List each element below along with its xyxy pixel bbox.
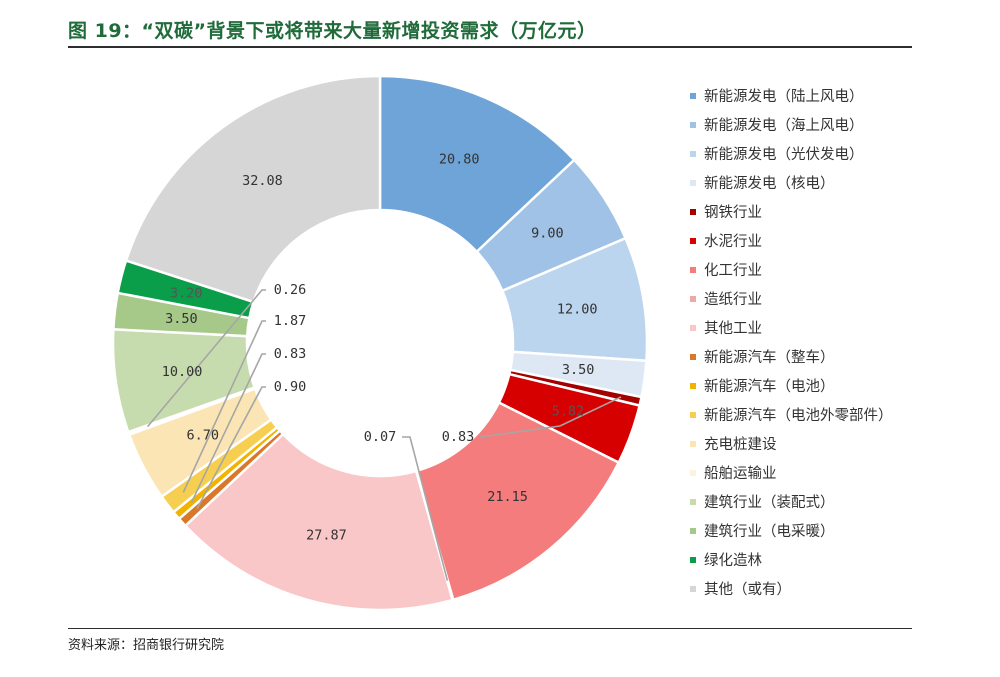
data-label-12: 6.70 <box>186 428 219 444</box>
leader-line-13 <box>146 289 266 428</box>
data-label-0: 20.80 <box>439 151 480 167</box>
legend-label-9: 新能源汽车（整车） <box>704 350 835 366</box>
leader-line-9 <box>196 386 266 510</box>
legend-label-12: 充电桩建设 <box>704 437 777 453</box>
legend-label-4: 钢铁行业 <box>704 205 762 221</box>
legend-label-14: 建筑行业（装配式） <box>704 495 835 511</box>
legend-swatch-16 <box>690 557 696 563</box>
legend-label-10: 新能源汽车（电池） <box>704 379 835 395</box>
legend-label-8: 其他工业 <box>704 321 762 337</box>
data-label-9: 0.90 <box>274 379 307 395</box>
legend-label-1: 新能源发电（海上风电） <box>704 118 864 134</box>
data-label-15: 3.50 <box>165 311 198 327</box>
data-label-17: 32.08 <box>242 173 283 189</box>
legend-item-3: 新能源发电（核电） <box>690 171 893 200</box>
legend-item-6: 化工行业 <box>690 258 893 287</box>
legend-label-16: 绿化造林 <box>704 553 762 569</box>
legend-label-11: 新能源汽车（电池外零部件） <box>704 408 893 424</box>
legend-swatch-12 <box>690 441 696 447</box>
leader-line-7 <box>402 436 449 581</box>
title-rule <box>68 46 912 48</box>
legend-swatch-0 <box>690 93 696 99</box>
legend-label-13: 船舶运输业 <box>704 466 777 482</box>
data-label-11: 1.87 <box>274 313 307 329</box>
legend-label-17: 其他（或有） <box>704 582 791 598</box>
slice-8 <box>183 432 455 612</box>
legend-swatch-3 <box>690 180 696 186</box>
data-label-2: 12.00 <box>557 302 598 318</box>
source-rule <box>68 628 912 629</box>
legend-swatch-9 <box>690 354 696 360</box>
legend-label-6: 化工行业 <box>704 263 762 279</box>
legend-item-15: 建筑行业（电采暖） <box>690 519 893 548</box>
legend-item-16: 绿化造林 <box>690 548 893 577</box>
legend-item-8: 其他工业 <box>690 316 893 345</box>
legend-swatch-8 <box>690 325 696 331</box>
chart-title: 图 19：“双碳”背景下或将带来大量新增投资需求（万亿元） <box>68 20 597 42</box>
legend-item-9: 新能源汽车（整车） <box>690 345 893 374</box>
legend-label-7: 造纸行业 <box>704 292 762 308</box>
legend-item-13: 船舶运输业 <box>690 461 893 490</box>
data-label-5: 5.82 <box>552 404 585 420</box>
legend-swatch-10 <box>690 383 696 389</box>
legend-item-10: 新能源汽车（电池） <box>690 374 893 403</box>
legend-item-4: 钢铁行业 <box>690 200 893 229</box>
legend-swatch-17 <box>690 586 696 592</box>
legend-label-3: 新能源发电（核电） <box>704 176 835 192</box>
legend-swatch-4 <box>690 209 696 215</box>
data-label-10: 0.83 <box>274 346 307 362</box>
source-note: 资料来源：招商银行研究院 <box>68 638 225 653</box>
legend-swatch-11 <box>690 412 696 418</box>
legend-item-7: 造纸行业 <box>690 287 893 316</box>
leader-lines <box>146 289 622 581</box>
data-label-13: 0.26 <box>274 282 307 298</box>
data-label-14: 10.00 <box>162 364 203 380</box>
chart-legend: 新能源发电（陆上风电） 新能源发电（海上风电） 新能源发电（光伏发电） 新能源发电（核… <box>690 84 893 606</box>
data-label-1: 9.00 <box>531 225 564 241</box>
legend-item-1: 新能源发电（海上风电） <box>690 113 893 142</box>
data-label-6: 21.15 <box>487 489 528 505</box>
legend-swatch-14 <box>690 499 696 505</box>
legend-item-12: 充电桩建设 <box>690 432 893 461</box>
leader-line-11 <box>182 320 266 493</box>
data-label-7: 0.07 <box>364 429 397 445</box>
legend-label-2: 新能源发电（光伏发电） <box>704 147 864 163</box>
legend-item-17: 其他（或有） <box>690 577 893 606</box>
legend-swatch-15 <box>690 528 696 534</box>
donut-slices <box>111 74 649 612</box>
slice-6 <box>414 400 621 602</box>
legend-item-11: 新能源汽车（电池外零部件） <box>690 403 893 432</box>
legend-item-2: 新能源发电（光伏发电） <box>690 142 893 171</box>
legend-swatch-6 <box>690 267 696 273</box>
legend-item-5: 水泥行业 <box>690 229 893 258</box>
data-label-4: 0.83 <box>442 429 475 445</box>
slice-17 <box>124 74 382 304</box>
legend-label-0: 新能源发电（陆上风电） <box>704 89 864 105</box>
legend-swatch-2 <box>690 151 696 157</box>
legend-swatch-5 <box>690 238 696 244</box>
legend-item-14: 建筑行业（装配式） <box>690 490 893 519</box>
legend-swatch-1 <box>690 122 696 128</box>
data-labels: 20.80 9.00 12.00 3.50 5.82 21.15 27.87 6.70 10.0… <box>162 151 598 543</box>
legend-item-0: 新能源发电（陆上风电） <box>690 84 893 113</box>
data-label-16: 3.20 <box>170 285 203 301</box>
data-label-3: 3.50 <box>562 362 595 378</box>
legend-swatch-13 <box>690 470 696 476</box>
leader-line-10 <box>190 353 266 503</box>
legend-label-5: 水泥行业 <box>704 234 762 250</box>
data-label-8: 27.87 <box>306 528 347 544</box>
leader-line-4 <box>479 396 622 438</box>
legend-label-15: 建筑行业（电采暖） <box>704 524 835 540</box>
legend-swatch-7 <box>690 296 696 302</box>
